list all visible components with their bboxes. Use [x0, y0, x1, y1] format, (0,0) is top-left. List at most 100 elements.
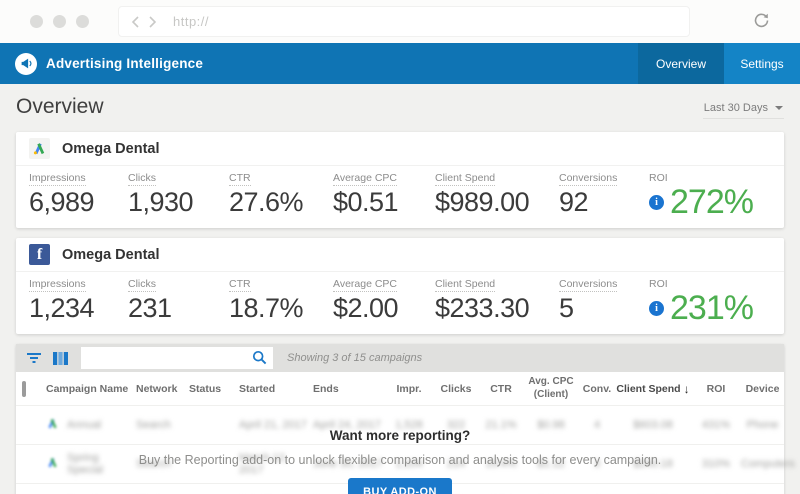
- metric-value: 231: [128, 293, 172, 323]
- metric-ctr: CTR 18.7%: [229, 278, 333, 325]
- metric-label: Clicks: [128, 278, 156, 292]
- metric-impressions: Impressions 1,234: [29, 278, 128, 325]
- metric-conversions: Conversions 5: [559, 278, 649, 325]
- col-network[interactable]: Network: [136, 382, 178, 395]
- upsell-overlay: Want more reporting? Buy the Reporting a…: [16, 428, 784, 494]
- page-title: Overview: [16, 95, 104, 118]
- window-controls: [30, 15, 89, 28]
- col-status[interactable]: Status: [189, 382, 222, 395]
- metric-value: 5: [559, 293, 574, 323]
- metric-value: 92: [559, 187, 589, 217]
- roi-value: 272%: [670, 183, 754, 221]
- info-icon[interactable]: i: [649, 300, 664, 316]
- buy-addon-button[interactable]: BUY ADD-ON: [348, 478, 452, 494]
- col-client-spend[interactable]: Client Spend ↓: [616, 381, 690, 396]
- metric-roi: ROI i 272%: [649, 172, 771, 219]
- filter-icon[interactable]: [26, 351, 42, 365]
- col-impressions[interactable]: Impr.: [396, 382, 422, 395]
- col-device[interactable]: Device: [745, 382, 780, 395]
- date-range-label: Last 30 Days: [703, 102, 768, 114]
- table-body: Annual Search April 21, 2017 April 24, 2…: [16, 405, 795, 494]
- table-row[interactable]: Annual Search April 21, 2017 April 24, 2…: [16, 405, 784, 444]
- app-brand: Advertising Intelligence: [0, 43, 203, 84]
- col-conversions[interactable]: Conv.: [582, 382, 612, 395]
- url-text[interactable]: http://: [173, 14, 210, 29]
- date-range-dropdown[interactable]: Last 30 Days: [702, 102, 784, 119]
- refresh-icon[interactable]: [753, 12, 770, 34]
- url-bar[interactable]: http://: [118, 6, 690, 37]
- client-spend-cell: $603.08: [633, 419, 673, 431]
- clicks-cell: 322: [446, 419, 466, 431]
- window-dot[interactable]: [53, 15, 66, 28]
- select-all-checkbox[interactable]: [22, 380, 26, 397]
- table-row[interactable]: Spring Special Search March 12, 2017 Jun…: [16, 444, 795, 483]
- col-avg-cpc[interactable]: Avg. CPC (Client): [528, 376, 574, 400]
- metric-label: Conversions: [559, 172, 618, 186]
- metric-value: $0.51: [333, 187, 399, 217]
- metric-value: $2.00: [333, 293, 399, 323]
- metric-label: ROI: [649, 278, 668, 290]
- sort-desc-icon: ↓: [683, 381, 690, 396]
- header-tabs: Overview Settings: [638, 43, 800, 84]
- window-dot[interactable]: [76, 15, 89, 28]
- ctr-cell: 19.4%: [485, 458, 517, 470]
- back-icon[interactable]: [131, 15, 140, 28]
- google-ads-icon: [46, 417, 59, 433]
- upsell-description: Buy the Reporting add-on to unlock flexi…: [138, 453, 662, 467]
- col-started[interactable]: Started: [239, 382, 276, 395]
- metric-roi: ROI i 231%: [649, 278, 771, 325]
- app-title: Advertising Intelligence: [46, 56, 204, 71]
- metric-label: Client Spend: [435, 278, 496, 292]
- search-input[interactable]: [81, 347, 273, 369]
- google-ads-icon: [46, 456, 59, 472]
- col-campaign-name[interactable]: Campaign Name: [46, 382, 129, 395]
- chevron-down-icon: [775, 106, 783, 110]
- search-icon[interactable]: [252, 350, 267, 370]
- card-header: f Omega Dental: [16, 238, 784, 272]
- metrics-row: Impressions 6,989 Clicks 1,930 CTR 27.6%…: [16, 166, 784, 228]
- device-cell: Phone: [746, 419, 779, 431]
- ends-cell: June 30, 2017: [313, 458, 383, 470]
- impr-cell: 1,528: [395, 419, 423, 431]
- campaign-name: Spring Special: [67, 452, 104, 476]
- metric-label: Client Spend: [435, 172, 496, 186]
- metric-value: $233.30: [435, 293, 530, 323]
- window-dot[interactable]: [30, 15, 43, 28]
- network-cell: Search: [136, 458, 171, 470]
- conv-cell: 3: [593, 458, 601, 470]
- col-ends[interactable]: Ends: [313, 382, 339, 395]
- summary-card-facebook: f Omega Dental Impressions 1,234 Clicks …: [16, 238, 784, 334]
- megaphone-icon: [15, 52, 37, 75]
- forward-icon[interactable]: [148, 15, 157, 28]
- col-roi[interactable]: ROI: [706, 382, 726, 395]
- metric-client-spend: Client Spend $233.30: [435, 278, 559, 325]
- metric-avg-cpc: Average CPC $2.00: [333, 278, 435, 325]
- summary-card-google: Omega Dental Impressions 6,989 Clicks 1,…: [16, 132, 784, 228]
- account-name: Omega Dental: [62, 246, 160, 263]
- metric-value: 1,930: [128, 187, 194, 217]
- info-icon[interactable]: i: [649, 194, 664, 210]
- ends-cell: April 24, 2017: [313, 419, 381, 431]
- metric-ctr: CTR 27.6%: [229, 172, 333, 219]
- metric-label: Impressions: [29, 278, 86, 292]
- col-clicks[interactable]: Clicks: [440, 382, 472, 395]
- avg-cpc-cell: $0.98: [537, 419, 565, 431]
- campaign-table: Showing 3 of 15 campaigns Campaign Name …: [16, 344, 795, 494]
- metric-value: 1,234: [29, 293, 95, 323]
- col-ctr[interactable]: CTR: [490, 382, 512, 395]
- metric-label: Conversions: [559, 278, 618, 292]
- metric-value: 27.6%: [229, 187, 304, 217]
- google-ads-icon: [29, 138, 50, 159]
- metric-label: CTR: [229, 172, 251, 186]
- metric-value: 18.7%: [229, 293, 304, 323]
- device-cell: Computers: [741, 458, 795, 470]
- roi-value: 231%: [670, 289, 754, 327]
- ctr-cell: 21.1%: [485, 419, 517, 431]
- tab-overview[interactable]: Overview: [638, 43, 724, 84]
- columns-icon[interactable]: [53, 351, 68, 365]
- campaign-name: Annual: [67, 419, 102, 431]
- metric-label: Average CPC: [333, 278, 398, 292]
- tab-settings[interactable]: Settings: [724, 43, 800, 84]
- app-header: Advertising Intelligence Overview Settin…: [0, 43, 800, 84]
- metric-impressions: Impressions 6,989: [29, 172, 128, 219]
